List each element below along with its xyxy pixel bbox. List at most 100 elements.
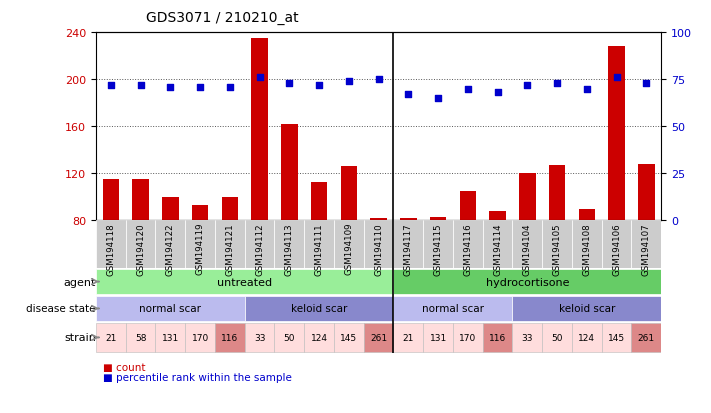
FancyBboxPatch shape bbox=[215, 221, 245, 268]
FancyBboxPatch shape bbox=[304, 221, 334, 268]
Text: 145: 145 bbox=[608, 333, 625, 342]
Text: GSM194113: GSM194113 bbox=[285, 222, 294, 275]
Text: 170: 170 bbox=[459, 333, 476, 342]
FancyBboxPatch shape bbox=[274, 323, 304, 353]
FancyBboxPatch shape bbox=[572, 221, 602, 268]
Bar bbox=[132, 180, 149, 221]
FancyBboxPatch shape bbox=[274, 221, 304, 268]
Bar bbox=[281, 125, 297, 221]
Point bbox=[194, 84, 205, 91]
FancyBboxPatch shape bbox=[393, 323, 423, 353]
FancyBboxPatch shape bbox=[334, 323, 364, 353]
Point bbox=[581, 86, 592, 93]
FancyBboxPatch shape bbox=[393, 221, 423, 268]
FancyBboxPatch shape bbox=[513, 221, 542, 268]
FancyBboxPatch shape bbox=[631, 323, 661, 353]
Text: GSM194121: GSM194121 bbox=[225, 222, 235, 275]
Text: 33: 33 bbox=[522, 333, 533, 342]
FancyBboxPatch shape bbox=[513, 296, 661, 322]
FancyBboxPatch shape bbox=[96, 221, 126, 268]
Bar bbox=[549, 166, 565, 221]
Text: 21: 21 bbox=[402, 333, 414, 342]
Text: GDS3071 / 210210_at: GDS3071 / 210210_at bbox=[146, 11, 299, 25]
Text: 170: 170 bbox=[191, 333, 209, 342]
Point bbox=[641, 81, 652, 87]
Text: 261: 261 bbox=[370, 333, 387, 342]
Text: GSM194120: GSM194120 bbox=[136, 222, 145, 275]
FancyBboxPatch shape bbox=[364, 323, 393, 353]
FancyBboxPatch shape bbox=[215, 323, 245, 353]
Text: ■ percentile rank within the sample: ■ percentile rank within the sample bbox=[103, 372, 292, 382]
Text: GSM194106: GSM194106 bbox=[612, 222, 621, 275]
FancyBboxPatch shape bbox=[334, 221, 364, 268]
Text: agent: agent bbox=[63, 277, 96, 287]
Text: 124: 124 bbox=[311, 333, 328, 342]
Text: 21: 21 bbox=[105, 333, 117, 342]
Bar bbox=[638, 164, 655, 221]
Bar bbox=[311, 182, 327, 221]
Point bbox=[254, 75, 265, 81]
Text: 33: 33 bbox=[254, 333, 265, 342]
Text: GSM194109: GSM194109 bbox=[344, 222, 353, 275]
Bar bbox=[341, 167, 357, 221]
FancyBboxPatch shape bbox=[602, 221, 631, 268]
Text: GSM194119: GSM194119 bbox=[196, 222, 205, 275]
Text: 261: 261 bbox=[638, 333, 655, 342]
Bar bbox=[222, 197, 238, 221]
Text: GSM194105: GSM194105 bbox=[552, 222, 562, 275]
Point bbox=[314, 82, 325, 89]
FancyBboxPatch shape bbox=[245, 296, 393, 322]
FancyBboxPatch shape bbox=[186, 323, 215, 353]
Text: 131: 131 bbox=[161, 333, 179, 342]
FancyBboxPatch shape bbox=[453, 221, 483, 268]
Point bbox=[611, 75, 622, 81]
Text: keloid scar: keloid scar bbox=[559, 304, 615, 314]
Text: untreated: untreated bbox=[217, 277, 272, 287]
FancyBboxPatch shape bbox=[156, 323, 186, 353]
Text: normal scar: normal scar bbox=[422, 304, 484, 314]
Bar bbox=[192, 206, 208, 221]
FancyBboxPatch shape bbox=[513, 323, 542, 353]
FancyBboxPatch shape bbox=[126, 221, 156, 268]
Bar bbox=[460, 192, 476, 221]
FancyBboxPatch shape bbox=[186, 221, 215, 268]
FancyBboxPatch shape bbox=[631, 221, 661, 268]
Bar bbox=[579, 209, 595, 221]
FancyBboxPatch shape bbox=[423, 323, 453, 353]
Text: strain: strain bbox=[64, 332, 96, 343]
Text: GSM194116: GSM194116 bbox=[464, 222, 472, 275]
FancyBboxPatch shape bbox=[572, 323, 602, 353]
Text: GSM194115: GSM194115 bbox=[434, 222, 443, 275]
FancyBboxPatch shape bbox=[483, 323, 513, 353]
FancyBboxPatch shape bbox=[96, 323, 126, 353]
Text: 116: 116 bbox=[221, 333, 238, 342]
Text: GSM194112: GSM194112 bbox=[255, 222, 264, 275]
Text: GSM194108: GSM194108 bbox=[582, 222, 592, 275]
Bar bbox=[252, 39, 268, 221]
Point bbox=[284, 81, 295, 87]
Bar bbox=[489, 211, 506, 221]
Point bbox=[552, 81, 563, 87]
Text: ■ count: ■ count bbox=[103, 362, 146, 372]
Text: GSM194111: GSM194111 bbox=[314, 222, 324, 275]
Text: hydrocortisone: hydrocortisone bbox=[486, 277, 569, 287]
FancyBboxPatch shape bbox=[542, 221, 572, 268]
Point bbox=[402, 92, 414, 98]
Text: 116: 116 bbox=[489, 333, 506, 342]
Text: 131: 131 bbox=[429, 333, 447, 342]
Bar bbox=[102, 180, 119, 221]
Text: GSM194117: GSM194117 bbox=[404, 222, 413, 275]
Text: 50: 50 bbox=[551, 333, 563, 342]
Point bbox=[105, 82, 117, 89]
Point bbox=[373, 77, 384, 83]
FancyBboxPatch shape bbox=[245, 221, 274, 268]
Point bbox=[462, 86, 474, 93]
FancyBboxPatch shape bbox=[245, 323, 274, 353]
Point bbox=[522, 82, 533, 89]
FancyBboxPatch shape bbox=[96, 296, 245, 322]
Text: GSM194122: GSM194122 bbox=[166, 222, 175, 275]
FancyBboxPatch shape bbox=[96, 269, 393, 295]
Point bbox=[492, 90, 503, 97]
FancyBboxPatch shape bbox=[423, 221, 453, 268]
FancyBboxPatch shape bbox=[453, 323, 483, 353]
